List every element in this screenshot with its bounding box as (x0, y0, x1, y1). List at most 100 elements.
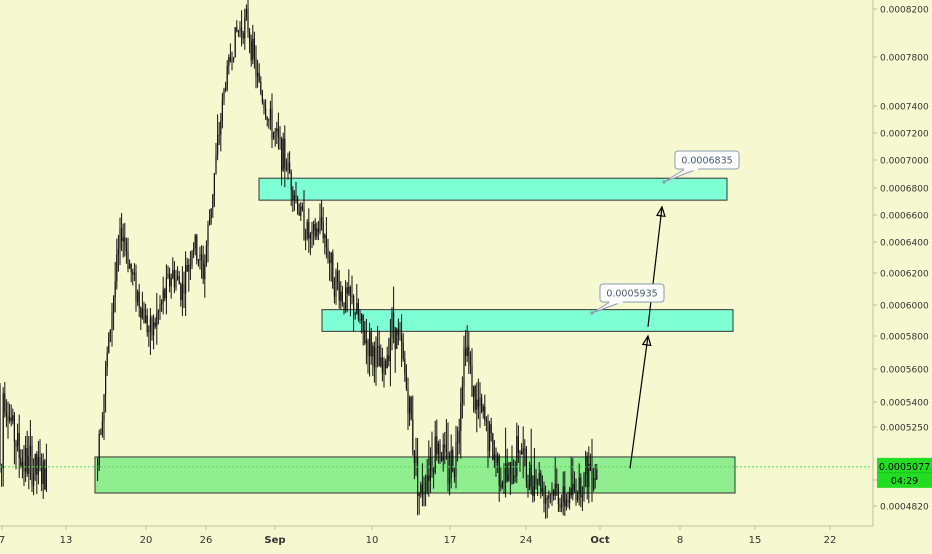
candle (487, 414, 489, 469)
y-tick-label: 0.0005600 (880, 366, 929, 376)
candle (258, 63, 260, 83)
candle (425, 474, 427, 507)
candle (455, 425, 457, 489)
candle (121, 213, 123, 251)
candle (361, 312, 363, 334)
candle (138, 283, 140, 318)
candle (415, 437, 417, 477)
candle (434, 420, 436, 475)
candle (477, 378, 479, 420)
candle (265, 99, 267, 120)
candle (127, 237, 129, 273)
candle (316, 222, 318, 240)
y-tick: 0.0005400 (873, 399, 929, 409)
candle (343, 302, 345, 315)
x-tick: 20 (140, 526, 153, 546)
candle (423, 476, 425, 507)
x-tick-label: Sep (264, 535, 285, 546)
candle (114, 261, 116, 313)
zone-target-1[interactable] (321, 309, 734, 332)
candle (551, 482, 553, 507)
y-tick-label: 0.0005400 (880, 399, 929, 409)
callout-target-2[interactable]: 0.0006835 (662, 150, 740, 184)
candle (492, 432, 494, 461)
candle (349, 285, 351, 317)
candle (420, 481, 422, 498)
candle (229, 43, 231, 63)
candle (412, 395, 414, 456)
candle (383, 357, 385, 388)
candle (460, 387, 462, 459)
x-axis[interactable]: 7 13 20 26 Sep 10 17 24 Oct 8 15 22 (0, 526, 836, 546)
candle (575, 478, 577, 506)
candle (250, 34, 252, 67)
candle (228, 54, 230, 75)
candle (33, 458, 35, 496)
callout-target-1[interactable]: 0.0005935 (590, 283, 665, 315)
candle (205, 240, 207, 267)
candle (431, 431, 433, 478)
candle (105, 360, 107, 413)
candle (337, 262, 339, 291)
candle (385, 358, 387, 376)
callout-target-1-label: 0.0005935 (606, 289, 657, 300)
y-tick: 0.0004820 (873, 503, 929, 513)
y-tick: 0.0007200 (873, 130, 929, 140)
candle (589, 453, 591, 472)
candle (215, 143, 217, 175)
zone-target-2[interactable] (258, 177, 728, 201)
candle (572, 458, 574, 501)
x-tick: Sep (264, 526, 286, 546)
candle (380, 344, 382, 368)
candle (538, 462, 540, 486)
candle (261, 89, 263, 105)
candle (284, 125, 286, 188)
candle (407, 377, 409, 430)
x-tick: Oct (590, 526, 610, 546)
candle (223, 87, 225, 106)
candle (177, 266, 179, 281)
candle (321, 200, 323, 231)
candle (157, 309, 159, 325)
candle (461, 376, 463, 419)
y-tick: 0.0007400 (873, 103, 929, 113)
candle (169, 267, 171, 293)
candle (209, 209, 211, 226)
candle (253, 31, 255, 69)
candle (281, 136, 283, 186)
candle (409, 395, 411, 427)
candle (34, 453, 36, 481)
arrow-to-target-2 (647, 205, 666, 327)
candle (594, 463, 596, 489)
candle (271, 93, 273, 148)
candle (263, 99, 265, 115)
candle (287, 152, 289, 180)
candle (268, 118, 270, 129)
candle (372, 342, 374, 377)
candle (201, 245, 203, 279)
candle (297, 195, 299, 215)
candle (146, 308, 148, 337)
candle (428, 440, 430, 497)
candle (365, 318, 367, 365)
candle (356, 283, 358, 315)
candle (183, 271, 185, 308)
arrows-layer (629, 205, 666, 469)
x-tick-label: 20 (140, 535, 153, 546)
candle (317, 220, 319, 241)
candle (231, 51, 233, 71)
candle (573, 471, 575, 493)
candle (119, 217, 121, 266)
candle (346, 282, 348, 313)
candle (396, 327, 398, 350)
candle (482, 403, 484, 419)
candle (578, 463, 580, 506)
x-tick: 7 (0, 526, 5, 546)
x-tick-label: 8 (677, 535, 683, 546)
candle (132, 268, 134, 286)
candle (519, 449, 521, 472)
candle (468, 331, 470, 374)
candle (301, 202, 303, 212)
